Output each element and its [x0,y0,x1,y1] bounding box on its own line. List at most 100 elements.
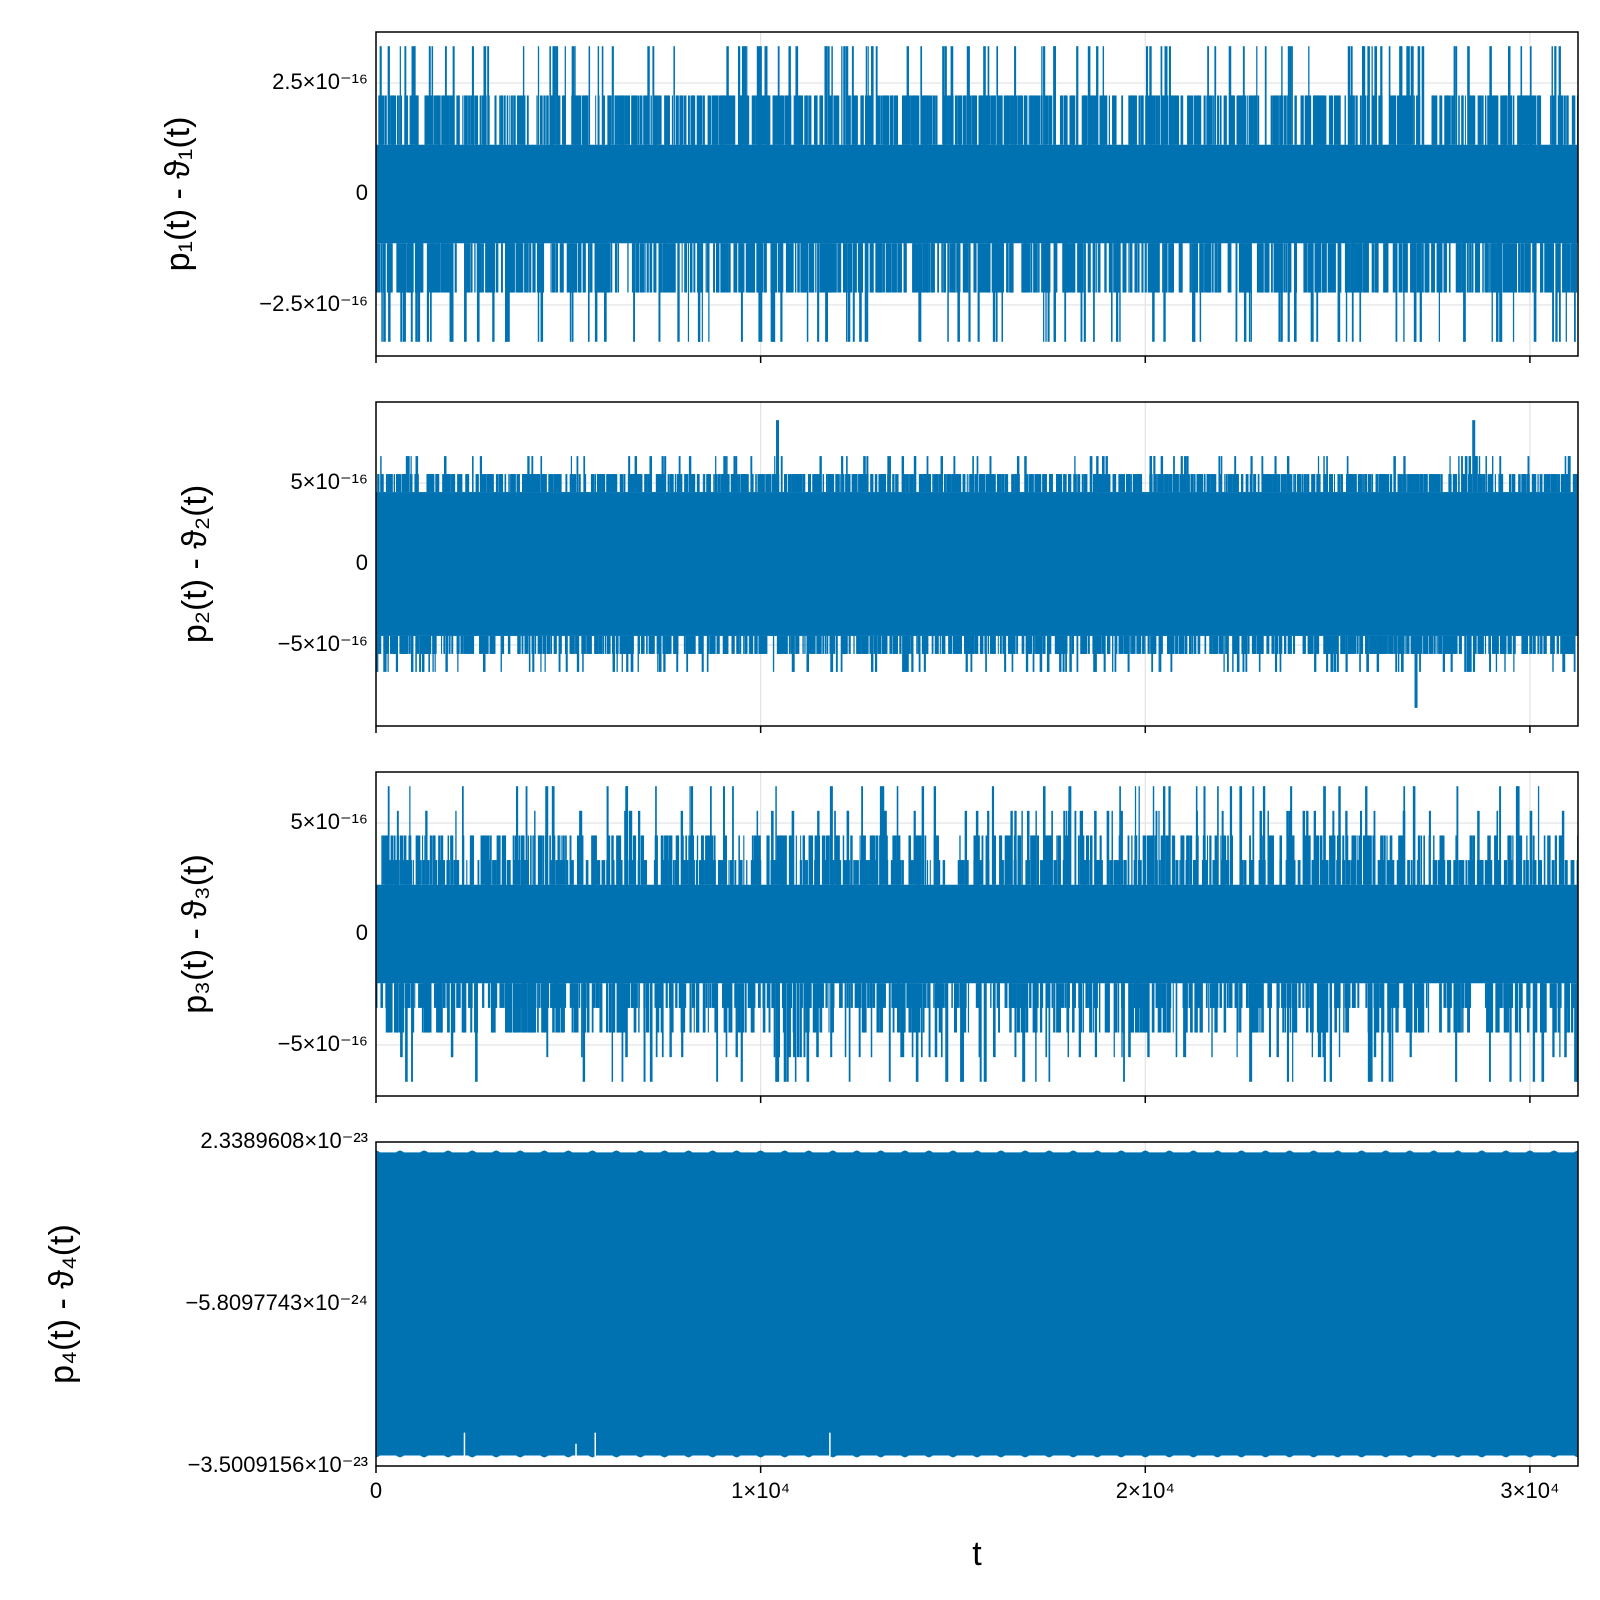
panel-2-spike [518,635,521,654]
panel-3-spike [606,786,609,885]
panel-3-spike [542,835,545,885]
panel-2-spike [1296,474,1300,493]
panel-3-spike [1472,835,1476,885]
panel-1-spike [1130,243,1133,293]
panel-3-spike [1357,835,1359,885]
panel-3-spike [1258,983,1262,1008]
panel-1-spike [588,46,591,145]
panel-2-spike [715,456,717,493]
panel-2-spike [1421,474,1423,493]
panel-3-spike [456,983,459,1008]
panel-3-spike [601,860,605,885]
panel-3-spike [819,983,823,1033]
panel-1-spike [718,95,723,145]
panel-3-spike [402,860,406,885]
panel-3-spike [394,983,398,1033]
panel-2-spike [1458,456,1460,493]
panel-3-spike [1564,860,1568,885]
panel-2-spike [415,635,417,672]
panel-2-spike [1277,474,1281,493]
panel-1-spike [1522,95,1526,145]
panel-1-spike [1384,243,1387,293]
panel-1-spike [850,243,852,293]
panel-3-spike [1499,983,1503,1008]
panel-1-spike [780,95,785,145]
panel-3-spike [1338,983,1341,1058]
panel-3-spike [1251,983,1256,1033]
panel-1-spike [536,243,539,293]
panel-1-spike [1189,243,1192,293]
panel-1-spike [400,95,403,145]
panel-2-spike [755,635,758,654]
panel-2-spike [1557,474,1560,493]
panel-2-spike [1090,456,1093,493]
panel-3-spike [560,983,564,1033]
panel-2-spike [1075,474,1077,493]
panel-3-spike [587,983,589,1033]
panel-2-spike [1179,474,1182,493]
panel-3-spike [1313,810,1316,885]
panel-1-spike [1554,46,1557,145]
panel-3-spike [1106,810,1110,885]
panel-2-spike [1431,474,1434,493]
panel-1-spike [804,95,806,145]
panel-2-spike [385,474,388,493]
panel-3-spike [484,860,486,885]
panel-1-spike [571,46,575,145]
panel-2-spike [1408,474,1412,493]
panel-3-spike [1312,983,1314,1033]
panel-2-spike [1350,474,1353,493]
panel-3-spike [837,860,842,885]
panel-1-spike [389,243,393,293]
panel-1-spike [692,95,695,145]
panel-2-y-ticks: 5×10⁻¹⁶0−5×10⁻¹⁶ [278,469,368,656]
panel-2-spike [424,635,426,654]
panel-1-spike [1458,95,1460,145]
panel-3-spike [1533,860,1537,885]
panel-1-spike [1544,243,1548,293]
panel-1-spike [947,243,949,342]
panel-1-spike [1278,243,1281,342]
panel-2-spike [702,474,704,493]
panel-2-spike [1004,635,1007,672]
panel-3-spike [786,983,789,1082]
panel-3-spike [1334,983,1338,1008]
panel-3-spike [1138,786,1140,885]
panel-2-spike [432,635,437,654]
panel-1-spike [1489,243,1491,293]
panel-2-spike [544,474,547,493]
panel-1-spike [1294,95,1297,145]
panel-1-spike [624,95,627,145]
panel-2-spike [381,474,384,493]
panel-3-spike [704,860,708,885]
panel-3-spike [1171,835,1173,885]
panel-2-spike [788,474,790,493]
panel-1-spike [973,95,976,145]
panel-3-spike [1237,983,1239,1033]
panel-2-spike [667,474,670,493]
panel-2-spike [935,635,939,654]
panel-1-spike [1506,243,1510,293]
panel-3-spike [407,860,411,885]
panel-2-spike [556,474,559,493]
panel-3-spike [1064,835,1068,885]
panel-3-spike [477,860,480,885]
panel-2-spike [1328,474,1333,493]
panel-2-spike [1062,635,1065,672]
panel-3-spike [612,983,615,1033]
panel-2-spike [1337,474,1341,493]
panel-3-spike [1414,983,1417,1033]
panel-2-spike [1406,635,1410,654]
panel-3-spike [608,835,610,885]
panel-2-spike [525,635,529,654]
panel-1-spike [578,243,581,293]
panel-2-spike [445,635,448,672]
panel-1-spike [726,243,729,293]
panel-3-spike [381,835,383,885]
panel-1-spike [474,95,476,145]
panel-2-spike [943,474,946,493]
panel-1-spike [1555,243,1558,342]
panel-3-spike [1508,835,1511,885]
panel-1-spike [997,95,999,145]
panel-1-spike [554,46,556,145]
